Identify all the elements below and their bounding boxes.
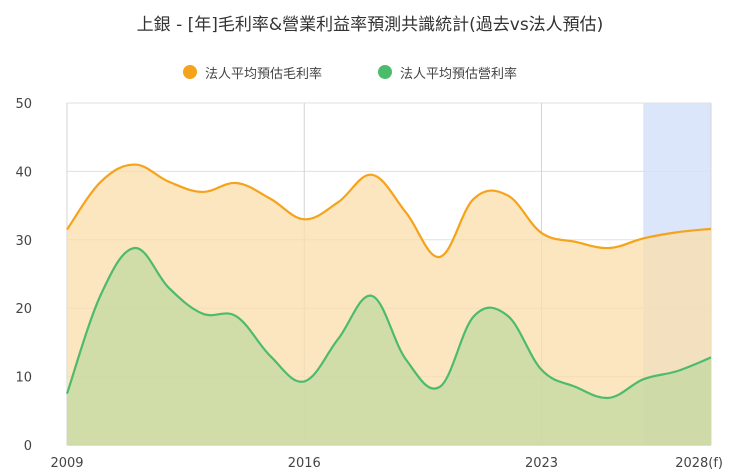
data-point-operating-margin — [335, 336, 341, 342]
data-point-operating-margin — [606, 395, 612, 401]
legend: 法人平均預估毛利率 法人平均預估營利率 — [0, 62, 740, 82]
data-point-gross-margin — [674, 229, 680, 235]
y-tick-label: 40 — [15, 165, 32, 180]
data-point-gross-margin — [166, 179, 172, 185]
data-point-operating-margin — [572, 384, 578, 390]
data-point-gross-margin — [267, 196, 273, 202]
data-point-operating-margin — [674, 368, 680, 374]
data-point-gross-margin — [505, 192, 511, 198]
data-point-operating-margin — [403, 357, 409, 363]
data-point-operating-margin — [64, 391, 70, 397]
data-point-gross-margin — [437, 254, 443, 260]
data-point-operating-margin — [98, 292, 104, 298]
y-tick-label: 0 — [24, 439, 32, 454]
legend-marker-gross-margin — [183, 65, 197, 79]
data-point-operating-margin — [640, 376, 646, 382]
data-point-gross-margin — [369, 172, 375, 178]
data-point-gross-margin — [640, 235, 646, 241]
y-tick-label: 20 — [15, 302, 32, 317]
data-point-operating-margin — [437, 384, 443, 390]
data-point-operating-margin — [200, 311, 206, 317]
data-point-operating-margin — [132, 245, 138, 251]
series-area-operating-margin — [67, 247, 711, 445]
data-point-operating-margin — [539, 367, 545, 373]
legend-marker-operating-margin — [378, 65, 392, 79]
data-point-gross-margin — [572, 239, 578, 245]
data-point-gross-margin — [98, 179, 104, 185]
data-point-operating-margin — [301, 378, 307, 384]
x-tick-label: 2009 — [50, 456, 83, 471]
data-point-gross-margin — [403, 209, 409, 215]
legend-item-gross-margin[interactable]: 法人平均預估毛利率 — [183, 62, 322, 82]
data-point-gross-margin — [132, 162, 138, 168]
y-tick-label: 30 — [15, 234, 32, 249]
series-line-gross-margin — [66, 163, 712, 259]
data-point-gross-margin — [606, 245, 612, 251]
data-point-operating-margin — [708, 354, 714, 360]
data-point-operating-margin — [233, 313, 239, 319]
x-tick-label: 2023 — [525, 456, 558, 471]
data-point-gross-margin — [233, 180, 239, 186]
data-point-operating-margin — [369, 293, 375, 299]
series-line-operating-margin — [65, 246, 712, 400]
data-point-operating-margin — [505, 313, 511, 319]
data-point-gross-margin — [539, 230, 545, 236]
data-point-operating-margin — [166, 285, 172, 291]
data-point-operating-margin — [267, 353, 273, 359]
data-point-gross-margin — [335, 199, 341, 205]
data-point-gross-margin — [471, 196, 477, 202]
chart-title: 上銀 - [年]毛利率&營業利益率預測共識統計(過去vs法人預估) — [136, 15, 604, 35]
data-point-gross-margin — [301, 216, 307, 222]
y-tick-label: 10 — [15, 371, 32, 386]
legend-label-gross-margin: 法人平均預估毛利率 — [205, 66, 323, 82]
data-point-gross-margin — [200, 189, 206, 195]
y-tick-label: 50 — [15, 97, 32, 112]
data-point-gross-margin — [708, 226, 714, 232]
data-point-gross-margin — [64, 227, 70, 233]
legend-item-operating-margin[interactable]: 法人平均預估營利率 — [378, 62, 517, 82]
data-point-operating-margin — [471, 313, 477, 319]
legend-label-operating-margin: 法人平均預估營利率 — [400, 66, 518, 82]
x-tick-label: 2016 — [288, 456, 321, 471]
x-tick-label: 2028(f) — [675, 456, 723, 471]
